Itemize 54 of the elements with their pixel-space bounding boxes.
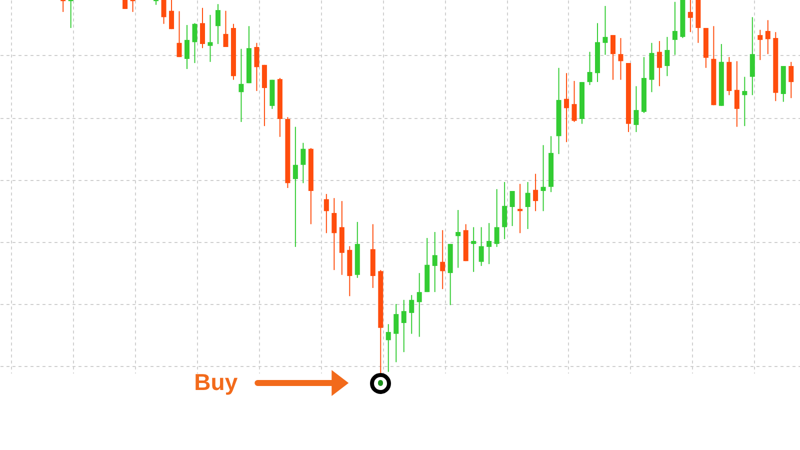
candlestick (664, 36, 670, 77)
candlestick (656, 40, 662, 87)
candlestick (409, 294, 414, 334)
candlestick (332, 198, 337, 271)
candlestick (742, 76, 748, 127)
candlestick (502, 182, 508, 240)
candlestick (478, 226, 484, 266)
candlestick (192, 22, 198, 64)
candlestick (788, 61, 794, 99)
candlestick (486, 222, 492, 265)
candlestick (401, 299, 406, 353)
candlestick (758, 29, 763, 61)
candlestick (602, 5, 608, 56)
candlestick (215, 4, 220, 45)
candlestick (254, 42, 260, 92)
candlestick (262, 64, 267, 127)
candlestick (60, 0, 66, 12)
candlestick (292, 126, 298, 248)
candlestick (324, 193, 329, 234)
candlestick (440, 230, 446, 290)
candlestick (494, 188, 500, 248)
candlestick (432, 232, 438, 293)
candlestick (200, 7, 205, 49)
candlestick (394, 303, 399, 363)
candlestick (525, 182, 530, 230)
candlestick (672, 1, 678, 56)
candlestick (610, 34, 616, 80)
candlestick (688, 0, 693, 33)
candlestick (471, 226, 476, 272)
candlestick (68, 0, 74, 28)
candlestick (533, 173, 538, 212)
candlestick (564, 72, 570, 143)
candlestick (510, 190, 515, 227)
candlestick (572, 80, 577, 122)
candlestick (130, 0, 136, 12)
candlestick (765, 20, 770, 55)
candlestick (456, 210, 461, 268)
candlestick (184, 24, 190, 70)
candlestick (618, 38, 624, 80)
candlestick (416, 272, 422, 338)
candlestick (540, 144, 546, 212)
candlestick (208, 14, 213, 62)
annotation: Buy (194, 369, 238, 395)
candlestick (750, 16, 755, 96)
candlestick (386, 324, 391, 372)
candlestick (161, 0, 166, 24)
candlestick (587, 51, 592, 86)
candlestick (238, 48, 244, 122)
candlestick (734, 60, 740, 128)
candlestick (300, 142, 306, 184)
candlestick (169, 0, 174, 30)
candlestick (634, 86, 639, 133)
candlestick (176, 10, 182, 58)
candlestick (223, 10, 228, 48)
